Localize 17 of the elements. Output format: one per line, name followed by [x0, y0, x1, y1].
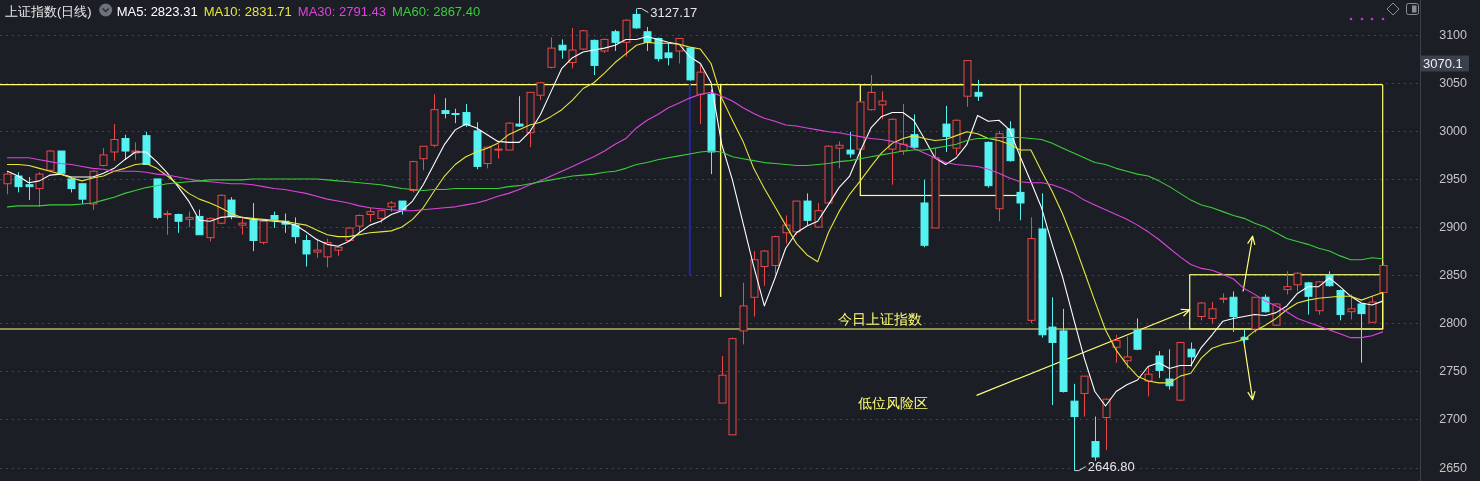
- y-tick-label: 3050: [1439, 75, 1468, 90]
- y-tick-label: 2850: [1439, 268, 1468, 283]
- y-tick-label: 3000: [1439, 123, 1468, 138]
- annotation: 低位风险区: [858, 395, 929, 412]
- y-tick-label: 2950: [1439, 171, 1468, 186]
- y-tick-label: 2800: [1439, 316, 1468, 331]
- y-tick-label: 3100: [1439, 27, 1468, 42]
- chart-title: 上证指数(日线): [5, 3, 92, 19]
- ref-line-label: 今日上证指数: [838, 311, 923, 327]
- y-tick-label: 2700: [1439, 412, 1468, 427]
- y-tick-label: 2650: [1439, 460, 1468, 475]
- annotation: 2646.80: [1087, 459, 1135, 475]
- y-tick-label: 2900: [1439, 220, 1468, 235]
- y-tick-label: 2750: [1439, 364, 1468, 379]
- annotation: 3127.17: [650, 5, 698, 21]
- text: 3070.1: [1423, 55, 1463, 71]
- legend: MA5: 2823.31 MA10: 2831.71 MA30: 2791.43 MA60: 2867.40: [116, 3, 481, 19]
